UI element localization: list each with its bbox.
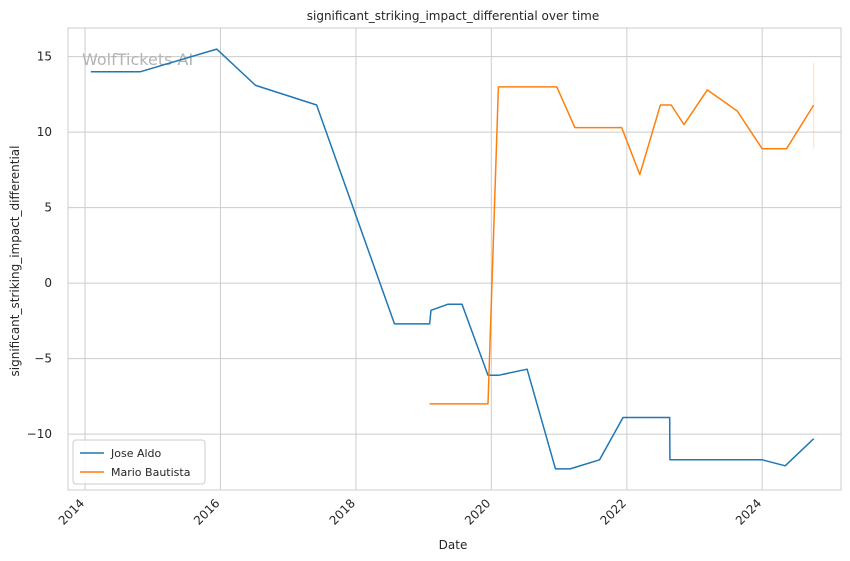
y-tick-label: 10 — [37, 125, 52, 139]
y-axis-title: significant_striking_impact_differential — [8, 146, 22, 377]
legend-box — [72, 439, 206, 485]
y-tick-label: −5 — [34, 352, 52, 366]
y-tick-label: −10 — [27, 427, 52, 441]
watermark: WolfTickets AI — [82, 50, 193, 69]
y-axis: −10 −5 0 5 10 15 — [27, 50, 52, 441]
legend: Jose Aldo Mario Bautista — [72, 439, 206, 485]
series-lines — [90, 48, 815, 470]
series-line-mario-bautista — [429, 86, 815, 405]
plot-area — [67, 27, 842, 491]
grid-lines — [68, 28, 841, 490]
y-tick-label: 0 — [44, 276, 52, 290]
series-line-jose-aldo — [90, 48, 815, 470]
chart-title: significant_striking_impact_differential… — [307, 9, 599, 23]
legend-label-jose-aldo: Jose Aldo — [110, 447, 162, 460]
legend-label-mario-bautista: Mario Bautista — [111, 466, 190, 479]
x-axis-title: Date — [439, 538, 468, 552]
y-tick-label: 5 — [44, 201, 52, 215]
y-tick-label: 15 — [37, 50, 52, 64]
